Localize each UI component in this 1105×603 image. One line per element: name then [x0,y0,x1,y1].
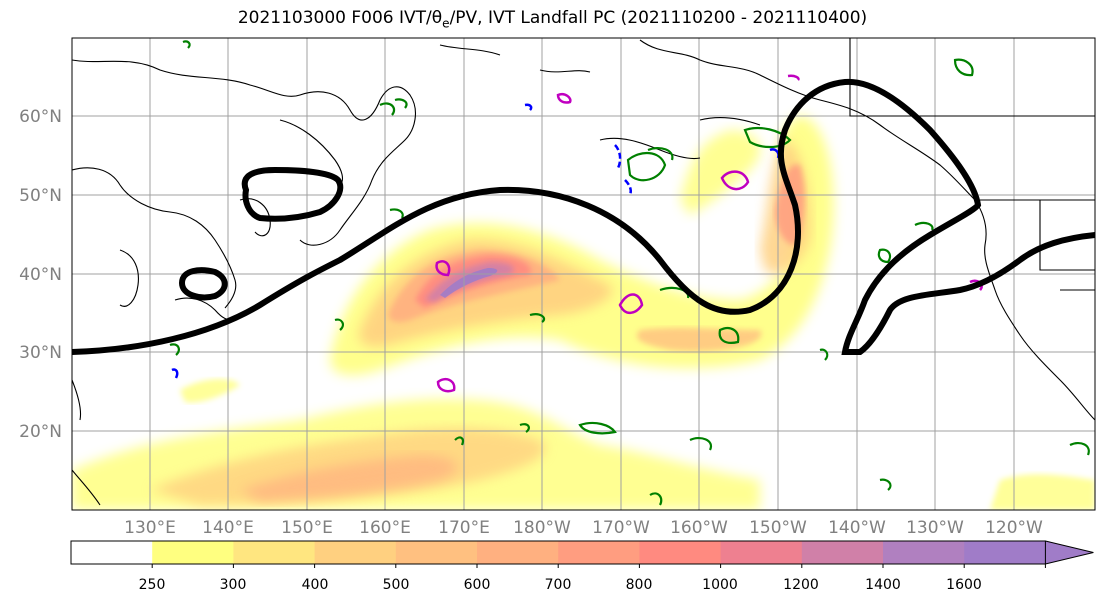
colorbar-label: 1400 [865,577,901,593]
map-frame [71,37,1096,511]
colorbar-label: 700 [545,577,572,593]
colorbar-segment [720,541,803,564]
lon-label: 130°E [124,518,176,538]
lon-label: 140°W [828,518,886,538]
lon-label: 170°E [438,518,490,538]
colorbar-label: 300 [220,577,247,593]
lon-label: 150°W [749,518,807,538]
colorbar-label: 250 [139,577,166,593]
coastlines [72,38,1095,506]
lon-label: 160°E [359,518,411,538]
lat-label: 20°N [19,422,62,442]
lat-label: 30°N [19,343,62,363]
colorbar-label: 600 [464,577,491,593]
colorbar-labels: 250 300 400 500 600 700 800 1000 1200 14… [139,577,982,593]
lon-label: 150°E [281,518,333,538]
colorbar-segment [314,541,397,564]
colorbar-segment [233,541,316,564]
colorbar [70,540,1094,568]
colorbar-segment [801,541,884,564]
lon-label: 180°W [513,518,571,538]
lon-label: 120°W [985,518,1043,538]
lat-label: 40°N [19,265,62,285]
colorbar-label: 1200 [783,577,819,593]
lat-label: 60°N [19,107,62,127]
colorbar-segment [477,541,559,564]
graticule [72,38,1095,510]
lat-label: 50°N [19,186,62,206]
colorbar-label: 1000 [702,577,738,593]
colorbar-segment [395,541,478,564]
colorbar-segment [964,541,1046,564]
colorbar-label: 1600 [946,577,982,593]
colorbar-segment [883,541,965,564]
theta-e-contours [169,40,1090,506]
colorbar-segment [152,541,234,564]
colorbar-label: 800 [626,577,653,593]
lon-labels: 130°E 140°E 150°E 160°E 170°E 180°W 170°… [124,518,1043,538]
colorbar-extend-arrow [1044,540,1094,565]
lat-labels: 60°N 50°N 40°N 30°N 20°N [19,107,62,442]
ivt-shading [72,115,1095,510]
colorbar-segment [71,541,153,564]
lon-label: 140°E [202,518,254,538]
lon-label: 160°W [670,518,728,538]
colorbar-segment [639,541,722,564]
lon-label: 170°W [592,518,650,538]
landfall-pc-contours [72,78,1095,355]
chart-title: 2021103000 F006 IVT/θe/PV, IVT Landfall … [237,8,868,31]
lon-label: 130°W [906,518,964,538]
colorbar-segment [558,541,640,564]
colorbar-label: 400 [302,577,329,593]
colorbar-label: 500 [383,577,410,593]
